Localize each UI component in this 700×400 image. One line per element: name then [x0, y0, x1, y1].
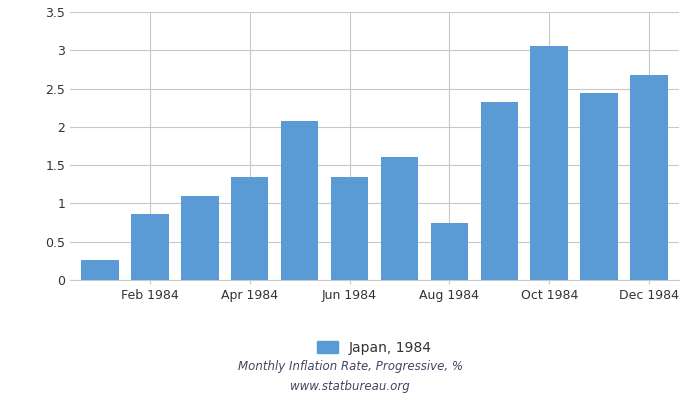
Bar — [481, 102, 518, 280]
Bar — [231, 177, 268, 280]
Legend: Japan, 1984: Japan, 1984 — [312, 335, 438, 360]
Bar — [381, 158, 418, 280]
Bar — [331, 177, 368, 280]
Text: Monthly Inflation Rate, Progressive, %: Monthly Inflation Rate, Progressive, % — [237, 360, 463, 373]
Text: www.statbureau.org: www.statbureau.org — [290, 380, 410, 393]
Bar — [131, 214, 169, 280]
Bar — [281, 122, 318, 280]
Bar — [81, 260, 119, 280]
Bar — [181, 196, 218, 280]
Bar — [430, 223, 468, 280]
Bar — [531, 46, 568, 280]
Bar — [580, 93, 618, 280]
Bar — [630, 75, 668, 280]
